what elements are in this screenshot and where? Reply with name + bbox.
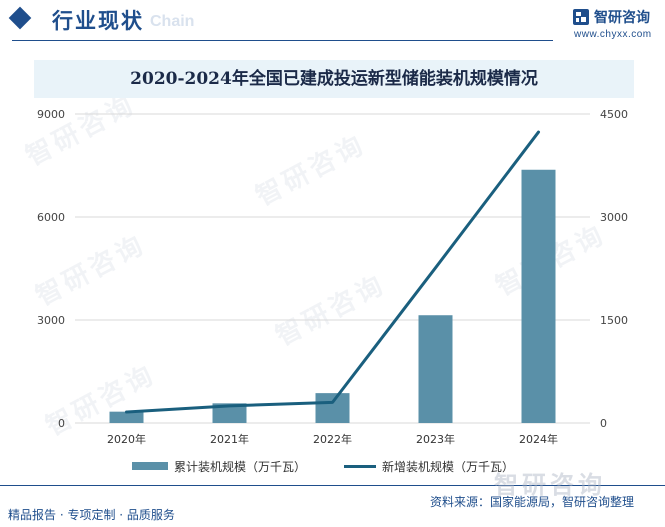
- legend-label-new: 新增装机规模（万千瓦）: [382, 460, 515, 474]
- x-axis-tick-label: 2021年: [210, 432, 249, 446]
- chart-title-banner: 2020-2024年全国已建成投运新型储能装机规模情况: [34, 60, 634, 98]
- x-axis-tick-label: 2020年: [107, 432, 146, 446]
- left-axis-tick-label: 3000: [37, 314, 65, 327]
- chart-legend: 累计装机规模（万千瓦） 新增装机规模（万千瓦）: [0, 457, 665, 477]
- right-axis-tick-label: 3000: [600, 211, 628, 224]
- legend-swatch-line: [344, 465, 376, 468]
- left-axis-tick-label: 6000: [37, 211, 65, 224]
- legend-swatch-bar: [132, 462, 168, 470]
- chart-title: 2020-2024年全国已建成投运新型储能装机规模情况: [130, 69, 538, 89]
- x-axis-tick-label: 2024年: [519, 432, 558, 446]
- right-axis-tick-label: 4500: [600, 108, 628, 121]
- footer-divider: [0, 485, 665, 486]
- chart: 0 3000 6000 9000 0 1500 3000 4500 2020年 2021年 2022…: [37, 108, 628, 446]
- right-axis-tick-label: 0: [600, 417, 607, 430]
- x-axis-tick-label: 2022年: [313, 432, 352, 446]
- brand-url: www.chyxx.com: [574, 29, 652, 40]
- bar: [212, 403, 247, 423]
- brand-name: 智研咨询: [594, 10, 650, 26]
- header-background-text: Chain: [150, 13, 195, 30]
- brand: 智研咨询 www.chyxx.com: [572, 6, 662, 44]
- right-axis-tick-label: 1500: [600, 314, 628, 327]
- bar: [109, 411, 144, 423]
- header-divider: [12, 40, 553, 41]
- bar: [315, 393, 350, 423]
- page-header: 行业现状 Chain 智研咨询 www.chyxx.com: [0, 0, 665, 42]
- bar: [418, 315, 453, 423]
- x-axis-tick-label: 2023年: [416, 432, 455, 446]
- footer-source: 资料来源：国家能源局，智研咨询整理: [430, 495, 635, 509]
- brand-logo-icon: [573, 9, 589, 25]
- series-line-new-capacity: [125, 130, 540, 414]
- diamond-icon: [8, 6, 32, 30]
- legend-label-cumulative: 累计装机规模（万千瓦）: [174, 460, 307, 474]
- left-axis-tick-label: 9000: [37, 108, 65, 121]
- section-title: 行业现状: [52, 9, 144, 33]
- footer-tagline: 精品报告 · 专项定制 · 品质服务: [8, 508, 175, 522]
- watermark-bottom: 智研咨询: [494, 471, 606, 499]
- left-axis-tick-label: 0: [58, 417, 65, 430]
- bar: [521, 169, 556, 423]
